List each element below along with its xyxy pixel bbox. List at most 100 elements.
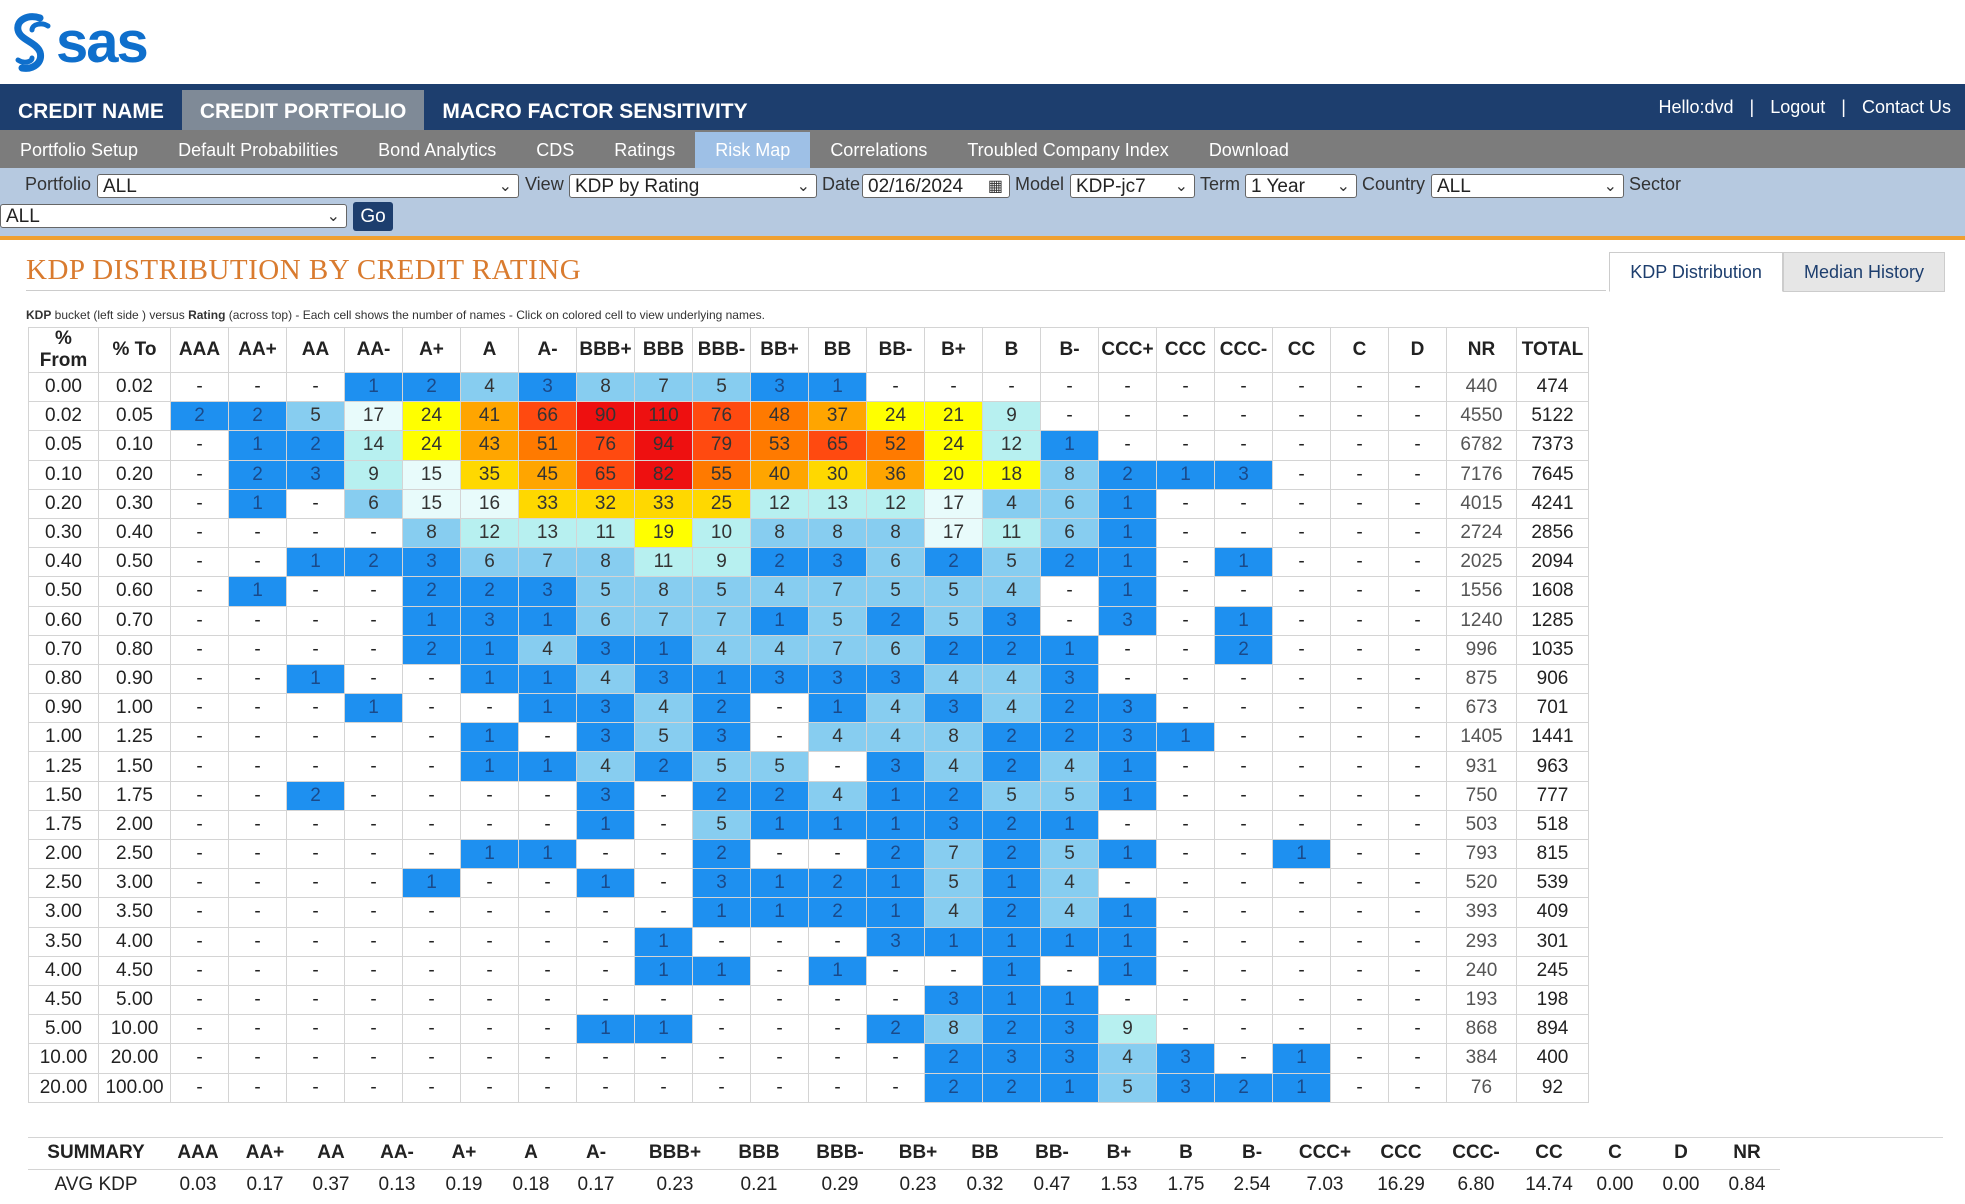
rating-count-cell[interactable]: 45 (518, 459, 577, 490)
rating-count-cell[interactable]: 2 (982, 897, 1041, 928)
rating-count-cell[interactable]: 3 (460, 605, 519, 636)
rating-count-cell[interactable]: 3 (634, 663, 693, 695)
rating-count-cell[interactable]: 2 (1040, 547, 1099, 578)
rating-count-cell[interactable]: 12 (866, 488, 925, 519)
rating-count-cell[interactable]: 1 (344, 371, 403, 403)
rating-count-cell[interactable]: 8 (924, 1014, 983, 1045)
rating-count-cell[interactable]: 1 (982, 868, 1041, 899)
rating-count-cell[interactable]: 1 (750, 897, 809, 928)
rating-count-cell[interactable]: 90 (576, 401, 635, 432)
subnav-default-probabilities[interactable]: Default Probabilities (178, 140, 339, 160)
country-select[interactable]: ALL ⌄ (1431, 174, 1624, 198)
rating-count-cell[interactable]: 5 (692, 576, 751, 607)
rating-count-cell[interactable]: 2 (808, 897, 867, 928)
rating-count-cell[interactable]: 1 (982, 955, 1041, 986)
rating-count-cell[interactable]: 4 (982, 663, 1041, 695)
rating-count-cell[interactable]: 8 (808, 517, 867, 549)
rating-count-cell[interactable]: 6 (1040, 488, 1099, 519)
rating-count-cell[interactable]: 24 (402, 430, 461, 461)
rating-count-cell[interactable]: 17 (344, 401, 403, 432)
rating-count-cell[interactable]: 3 (982, 1043, 1041, 1074)
rating-count-cell[interactable]: 65 (808, 430, 867, 461)
rating-count-cell[interactable]: 5 (692, 751, 751, 782)
rating-count-cell[interactable]: 4 (634, 693, 693, 724)
subnav-troubled-company-index[interactable]: Troubled Company Index (967, 140, 1169, 160)
rating-count-cell[interactable]: 9 (1098, 1014, 1157, 1045)
portfolio-select[interactable]: ALL ⌄ (97, 174, 519, 198)
rating-count-cell[interactable]: 4 (866, 722, 925, 753)
rating-count-cell[interactable]: 3 (1040, 1043, 1099, 1074)
rating-count-cell[interactable]: 3 (518, 371, 577, 403)
rating-count-cell[interactable]: 1 (982, 926, 1041, 957)
rating-count-cell[interactable]: 1 (460, 838, 519, 870)
rating-count-cell[interactable]: 1 (1098, 780, 1157, 811)
rating-count-cell[interactable]: 4 (982, 488, 1041, 519)
rating-count-cell[interactable]: 15 (402, 488, 461, 519)
rating-count-cell[interactable]: 1 (576, 809, 635, 841)
tab-kdp-distribution[interactable]: KDP Distribution (1609, 252, 1783, 292)
rating-count-cell[interactable]: 3 (1040, 663, 1099, 695)
rating-count-cell[interactable]: 5 (1098, 1072, 1157, 1103)
rating-count-cell[interactable]: 1 (286, 547, 345, 578)
rating-count-cell[interactable]: 5 (924, 868, 983, 899)
rating-count-cell[interactable]: 1 (808, 693, 867, 724)
rating-count-cell[interactable]: 1 (1040, 926, 1099, 957)
rating-count-cell[interactable]: 1 (1098, 955, 1157, 986)
rating-count-cell[interactable]: 30 (808, 459, 867, 490)
rating-count-cell[interactable]: 3 (1156, 1072, 1215, 1103)
subnav-correlations[interactable]: Correlations (830, 140, 928, 160)
rating-count-cell[interactable]: 7 (808, 634, 867, 665)
rating-count-cell[interactable]: 1 (750, 605, 809, 636)
rating-count-cell[interactable]: 3 (808, 547, 867, 578)
rating-count-cell[interactable]: 40 (750, 459, 809, 490)
rating-count-cell[interactable]: 1 (1098, 838, 1157, 870)
rating-count-cell[interactable]: 4 (460, 371, 519, 403)
rating-count-cell[interactable]: 2 (866, 605, 925, 636)
logout-link[interactable]: Logout (1770, 96, 1826, 117)
rating-count-cell[interactable]: 1 (1098, 547, 1157, 578)
contact-us-link[interactable]: Contact Us (1861, 96, 1951, 117)
rating-count-cell[interactable]: 24 (402, 401, 461, 432)
rating-count-cell[interactable]: 79 (692, 430, 751, 461)
rating-count-cell[interactable]: 4 (1040, 897, 1099, 928)
rating-count-cell[interactable]: 3 (518, 576, 577, 607)
rating-count-cell[interactable]: 1 (518, 838, 577, 870)
rating-count-cell[interactable]: 5 (286, 401, 345, 432)
rating-count-cell[interactable]: 1 (518, 605, 577, 636)
rating-count-cell[interactable]: 1 (1040, 430, 1099, 461)
rating-count-cell[interactable]: 16 (460, 488, 519, 519)
rating-count-cell[interactable]: 1 (1098, 926, 1157, 957)
rating-count-cell[interactable]: 13 (518, 517, 577, 549)
rating-count-cell[interactable]: 1 (634, 634, 693, 665)
rating-count-cell[interactable]: 1 (808, 371, 867, 403)
rating-count-cell[interactable]: 2 (692, 693, 751, 724)
rating-count-cell[interactable]: 6 (866, 547, 925, 578)
rating-count-cell[interactable]: 6 (866, 634, 925, 665)
rating-count-cell[interactable]: 5 (924, 576, 983, 607)
rating-count-cell[interactable]: 21 (924, 401, 983, 432)
rating-count-cell[interactable]: 1 (576, 868, 635, 899)
rating-count-cell[interactable]: 3 (982, 605, 1041, 636)
rating-count-cell[interactable]: 9 (982, 401, 1041, 432)
rating-count-cell[interactable]: 48 (750, 401, 809, 432)
rating-count-cell[interactable]: 2 (286, 430, 345, 461)
rating-count-cell[interactable]: 4 (750, 576, 809, 607)
rating-count-cell[interactable]: 1 (1040, 1072, 1099, 1103)
rating-count-cell[interactable]: 1 (1098, 517, 1157, 549)
rating-count-cell[interactable]: 19 (634, 517, 693, 549)
rating-count-cell[interactable]: 3 (576, 722, 635, 753)
subnav-portfolio-setup[interactable]: Portfolio Setup (20, 140, 139, 160)
rating-count-cell[interactable]: 3 (692, 868, 751, 899)
rating-count-cell[interactable]: 2 (866, 1014, 925, 1045)
rating-count-cell[interactable]: 1 (1098, 488, 1157, 519)
rating-count-cell[interactable]: 4 (1040, 868, 1099, 899)
rating-count-cell[interactable]: 51 (518, 430, 577, 461)
rating-count-cell[interactable]: 110 (634, 401, 693, 432)
subnav-download[interactable]: Download (1208, 140, 1289, 160)
rating-count-cell[interactable]: 1 (402, 868, 461, 899)
rating-count-cell[interactable]: 2 (228, 459, 287, 490)
rating-count-cell[interactable]: 1 (344, 693, 403, 724)
rating-count-cell[interactable]: 2 (402, 576, 461, 607)
rating-count-cell[interactable]: 5 (808, 605, 867, 636)
rating-count-cell[interactable]: 3 (576, 780, 635, 811)
